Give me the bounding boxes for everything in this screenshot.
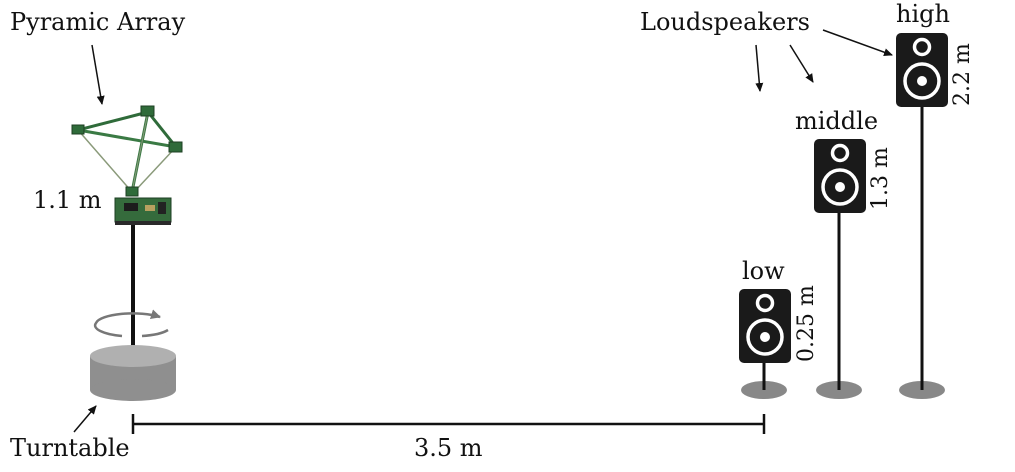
label-speaker-middle: middle xyxy=(795,107,879,135)
label-array-height: 1.1 m xyxy=(33,186,102,214)
loudspeaker-pointer-arrow-high xyxy=(822,29,893,57)
speaker-high xyxy=(896,33,948,399)
label-speaker-middle-height: 1.3 m xyxy=(868,147,893,210)
label-speaker-high-height: 2.2 m xyxy=(950,43,975,106)
loudspeaker-pointer-arrow-middle xyxy=(789,44,814,83)
turntable-pointer-arrow xyxy=(73,405,97,433)
loudspeaker-pointer-arrow-low xyxy=(755,44,764,92)
label-speaker-high: high xyxy=(896,0,950,28)
label-turntable: Turntable xyxy=(10,434,130,462)
distance-bar xyxy=(131,414,766,434)
label-speaker-low-height: 0.25 m xyxy=(794,285,819,362)
rotation-arrow-icon xyxy=(93,309,161,338)
label-distance: 3.5 m xyxy=(414,434,483,462)
speaker-low xyxy=(739,289,791,399)
label-speaker-low: low xyxy=(742,257,785,285)
turntable xyxy=(90,345,176,401)
pyramic-array xyxy=(71,105,183,225)
label-loudspeakers: Loudspeakers xyxy=(640,8,810,36)
label-pyramic-array: Pyramic Array xyxy=(10,8,186,36)
speaker-middle xyxy=(814,139,866,399)
array-pointer-arrow xyxy=(91,44,105,105)
